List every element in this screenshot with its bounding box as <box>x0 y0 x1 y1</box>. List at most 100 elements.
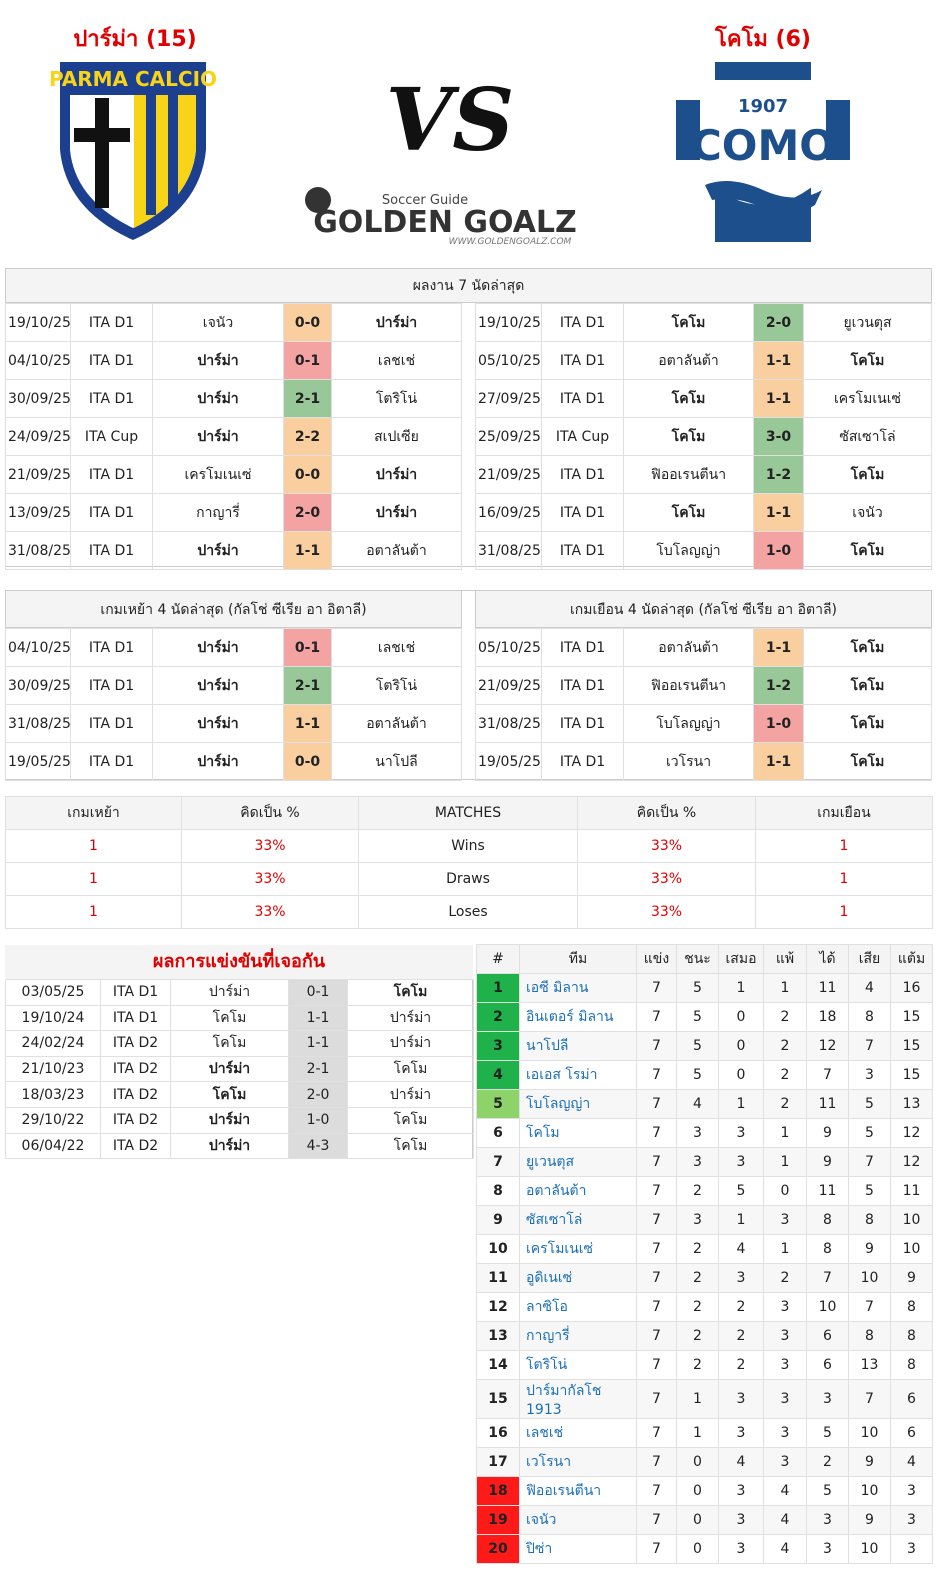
played: 7 <box>636 1447 677 1477</box>
for: 11 <box>806 1176 849 1206</box>
home: โคโม <box>623 379 754 418</box>
summary-cell: 33% <box>577 829 756 863</box>
score: 1-1 <box>288 1030 348 1057</box>
como-logo: 1907 COMO <box>676 62 850 242</box>
rank: 11 <box>476 1263 520 1293</box>
league: ITA D1 <box>541 493 624 532</box>
drawn: 3 <box>718 1476 764 1506</box>
team-name[interactable]: อูดิเนเซ่ <box>519 1263 637 1293</box>
for: 9 <box>806 1118 849 1148</box>
won: 3 <box>676 1205 719 1235</box>
date: 27/09/25 <box>475 379 542 418</box>
away: โคโม <box>347 1106 474 1134</box>
standings-row: 3 นาโปลี 7 5 0 2 12 7 15 <box>476 1031 933 1061</box>
date: 29/10/22 <box>5 1106 101 1134</box>
team-name[interactable]: กาญารี่ <box>519 1321 637 1351</box>
summary: เกมเหย้า คิดเป็น % MATCHES คิดเป็น % เกมเยือ… <box>5 796 933 929</box>
date: 04/10/25 <box>5 341 71 380</box>
summary-cell: 33% <box>577 895 756 929</box>
team-name[interactable]: อินเตอร์ มิลาน <box>519 1002 637 1032</box>
section-header: เกมเยือน 4 นัดล่าสุด (กัลโช่ ซีเรีย อา อ… <box>475 590 932 628</box>
drawn: 5 <box>718 1176 764 1206</box>
drawn: 4 <box>718 1234 764 1264</box>
score: 1-2 <box>753 666 804 705</box>
score: 0-0 <box>283 742 332 781</box>
standings-row: 18 ฟิออเรนตีนา 7 0 3 4 5 10 3 <box>476 1476 933 1506</box>
right-team-title: โคโม (6) <box>714 25 811 52</box>
won: 2 <box>676 1350 719 1380</box>
team-name[interactable]: เวโรนา <box>519 1447 637 1477</box>
drawn: 0 <box>718 1031 764 1061</box>
league: ITA D2 <box>100 1132 171 1160</box>
team-name[interactable]: ฟิออเรนตีนา <box>519 1476 637 1506</box>
team-name[interactable]: ยูเวนตุส <box>519 1147 637 1177</box>
lost: 1 <box>763 973 807 1003</box>
match-row: 31/08/25 ITA D1 โบโลญญ่า 1-0 โคโม <box>475 704 932 743</box>
rank: 5 <box>476 1089 520 1119</box>
home: อตาลันต้า <box>623 628 754 667</box>
team-name[interactable]: อตาลันต้า <box>519 1176 637 1206</box>
away: ยูเวนตุส <box>803 303 932 342</box>
standings-row: 19 เจนัว 7 0 3 4 3 9 3 <box>476 1505 933 1535</box>
team-name[interactable]: โบโลญญ่า <box>519 1089 637 1119</box>
team-name[interactable]: เอซี มิลาน <box>519 973 637 1003</box>
home: ปาร์ม่า <box>170 1132 289 1160</box>
score: 1-1 <box>288 1004 348 1032</box>
team-name[interactable]: ลาซิโอ <box>519 1292 637 1322</box>
match-row: 19/05/25 ITA D1 ปาร์ม่า 0-0 นาโปลี <box>5 742 462 781</box>
team-name[interactable]: เจนัว <box>519 1505 637 1535</box>
won: 0 <box>676 1447 719 1477</box>
team-name[interactable]: โตริโน่ <box>519 1350 637 1380</box>
match-row: 19/05/25 ITA D1 เวโรนา 1-1 โคโม <box>475 742 932 781</box>
h2h-row: 03/05/25 ITA D1 ปาร์ม่า 0-1 โคโม <box>5 979 474 1006</box>
score: 1-0 <box>288 1106 348 1134</box>
h2h-row: 21/10/23 ITA D2 ปาร์ม่า 2-1 โคโม <box>5 1055 474 1083</box>
team-name[interactable]: ซัสเซาโล่ <box>519 1205 637 1235</box>
drawn: 3 <box>718 1418 764 1448</box>
team-name[interactable]: ปาร์มากัลโช 1913 <box>519 1379 637 1419</box>
team-name[interactable]: โคโม <box>519 1118 637 1148</box>
drawn: 0 <box>718 1002 764 1032</box>
h2h-row: 29/10/22 ITA D2 ปาร์ม่า 1-0 โคโม <box>5 1106 474 1134</box>
rank: 7 <box>476 1147 520 1177</box>
score: 1-1 <box>283 704 332 743</box>
rank: 16 <box>476 1418 520 1448</box>
score: 2-0 <box>288 1081 348 1108</box>
team-name[interactable]: เครโมเนเซ่ <box>519 1234 637 1264</box>
date: 31/08/25 <box>475 704 542 743</box>
column-header: ทีม <box>519 944 637 974</box>
team-name[interactable]: นาโปลี <box>519 1031 637 1061</box>
for: 5 <box>806 1418 849 1448</box>
team-name[interactable]: เลชเช่ <box>519 1418 637 1448</box>
score: 1-1 <box>753 493 804 532</box>
summary-cell: 33% <box>181 829 359 863</box>
played: 7 <box>636 1118 677 1148</box>
summary-cell: 1 <box>755 829 933 863</box>
team-name[interactable]: ปิซ่า <box>519 1534 637 1564</box>
standings-row: 16 เลชเช่ 7 1 3 3 5 10 6 <box>476 1418 933 1448</box>
standings-row: 20 ปิซ่า 7 0 3 4 3 10 3 <box>476 1534 933 1564</box>
points: 9 <box>890 1263 933 1293</box>
against: 5 <box>848 1118 891 1148</box>
rank: 1 <box>476 973 520 1003</box>
home: ปาร์ม่า <box>170 1106 289 1134</box>
summary-cell: 1 <box>755 862 933 896</box>
away: ปาร์ม่า <box>331 303 462 342</box>
team-name[interactable]: เอเอส โรม่า <box>519 1060 637 1090</box>
won: 5 <box>676 1002 719 1032</box>
home: ปาร์ม่า <box>152 417 284 456</box>
played: 7 <box>636 1379 677 1419</box>
standings-row: 11 อูดิเนเซ่ 7 2 3 2 7 10 9 <box>476 1263 933 1293</box>
against: 8 <box>848 1321 891 1351</box>
match-table: 05/10/25 ITA D1 อตาลันต้า 1-1 โคโม 21/09/25 IT… <box>475 628 932 781</box>
date: 04/10/25 <box>5 628 71 667</box>
played: 7 <box>636 1060 677 1090</box>
date: 24/02/24 <box>5 1030 101 1057</box>
parma-logo: PARMA CALCIO <box>49 62 217 240</box>
score: 1-1 <box>753 742 804 781</box>
h2h-table: 03/05/25 ITA D1 ปาร์ม่า 0-1 โคโม 19/10/24 ITA … <box>5 979 474 1160</box>
home: เจนัว <box>152 303 284 342</box>
home: โคโม <box>170 1081 289 1108</box>
won: 0 <box>676 1505 719 1535</box>
date: 31/08/25 <box>5 531 71 570</box>
